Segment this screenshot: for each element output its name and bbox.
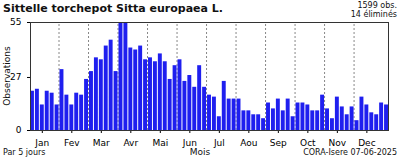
svg-text:Jul: Jul xyxy=(213,138,225,148)
svg-text:Aou: Aou xyxy=(240,138,257,148)
html-text:Sittelle torchepot Sitta europ: Sittelle torchepot Sitta europaea L. xyxy=(3,2,223,15)
html-text:14 éliminés: 14 éliminés xyxy=(350,10,397,19)
svg-text:Oct: Oct xyxy=(300,138,316,148)
svg-text:0: 0 xyxy=(16,125,22,135)
svg-text:Jan: Jan xyxy=(34,138,49,148)
svg-text:Mar: Mar xyxy=(93,138,110,148)
html-text:Mois: Mois xyxy=(189,147,211,157)
svg-text:Jun: Jun xyxy=(182,138,197,148)
html-text:1599 obs.: 1599 obs. xyxy=(357,1,397,10)
svg-text:27: 27 xyxy=(10,72,22,83)
svg-text:Mai: Mai xyxy=(152,138,168,148)
svg-text:Sep: Sep xyxy=(270,138,287,148)
svg-text:Avr: Avr xyxy=(123,138,138,148)
svg-text:Fev: Fev xyxy=(64,138,80,148)
html-text:Observations: Observations xyxy=(2,46,12,106)
svg-text:55: 55 xyxy=(10,17,21,27)
html-text:CORA-Isere 07-06-2025: CORA-Isere 07-06-2025 xyxy=(303,148,397,157)
svg-text:Nov: Nov xyxy=(329,138,347,148)
html-text:Par 5 jours: Par 5 jours xyxy=(3,148,46,157)
svg-text:Dec: Dec xyxy=(358,138,375,148)
